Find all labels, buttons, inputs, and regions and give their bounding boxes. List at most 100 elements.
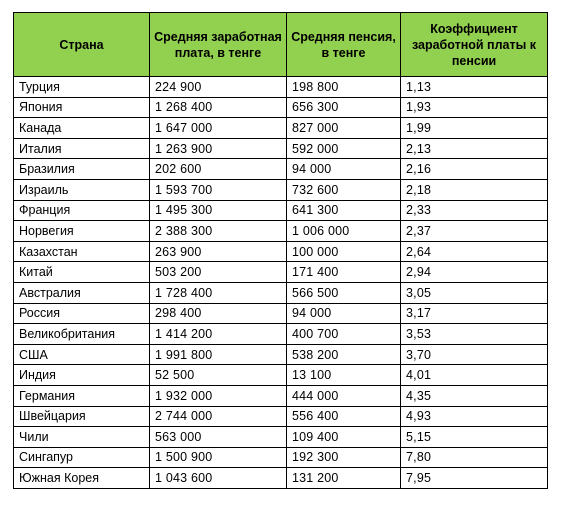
country-cell: Бразилия xyxy=(13,158,150,180)
ratio-cell: 3,53 xyxy=(400,323,548,345)
country-cell: Великобритания xyxy=(13,323,150,345)
table-row: Германия 1 932 000 444 000 4,35 xyxy=(13,384,548,407)
salary-cell: 503 200 xyxy=(149,261,287,283)
table-row: Италия 1 263 900 592 000 2,13 xyxy=(13,137,548,160)
salary-cell: 1 932 000 xyxy=(149,384,287,407)
ratio-cell: 1,99 xyxy=(400,117,548,139)
country-cell: Австралия xyxy=(13,281,150,304)
salary-cell: 1 043 600 xyxy=(149,467,287,489)
pension-cell: 171 400 xyxy=(286,261,401,283)
pension-cell: 198 800 xyxy=(286,76,401,98)
table-row: Китай 503 200 171 400 2,94 xyxy=(13,261,548,283)
table-row: США 1 991 800 538 200 3,70 xyxy=(13,343,548,366)
salary-cell: 298 400 xyxy=(149,302,287,325)
table-body: Турция 224 900 198 800 1,13 Япония 1 268 400 6… xyxy=(13,76,548,489)
salary-cell: 263 900 xyxy=(149,240,287,263)
table-row: Япония 1 268 400 656 300 1,93 xyxy=(13,96,548,119)
pension-cell: 400 700 xyxy=(286,323,401,345)
country-cell: Казахстан xyxy=(13,240,150,263)
header-ratio: Коэффициент заработной платы к пенсии xyxy=(400,12,548,77)
ratio-cell: 3,70 xyxy=(400,343,548,366)
salary-cell: 1 728 400 xyxy=(149,281,287,304)
pension-cell: 94 000 xyxy=(286,302,401,325)
header-avg-pension: Средняя пенсия, в тенге xyxy=(286,12,401,77)
salary-cell: 1 647 000 xyxy=(149,117,287,139)
pension-cell: 94 000 xyxy=(286,158,401,180)
pension-cell: 444 000 xyxy=(286,384,401,407)
ratio-cell: 4,35 xyxy=(400,384,548,407)
table-row: Турция 224 900 198 800 1,13 xyxy=(13,76,548,98)
ratio-cell: 2,64 xyxy=(400,240,548,263)
pension-cell: 109 400 xyxy=(286,426,401,448)
pension-cell: 1 006 000 xyxy=(286,220,401,242)
table-row: Израиль 1 593 700 732 600 2,18 xyxy=(13,178,548,201)
table-row: Швейцария 2 744 000 556 400 4,93 xyxy=(13,405,548,428)
table-row: Бразилия 202 600 94 000 2,16 xyxy=(13,158,548,180)
ratio-cell: 2,33 xyxy=(400,199,548,222)
country-cell: Франция xyxy=(13,199,150,222)
pension-cell: 192 300 xyxy=(286,446,401,469)
country-cell: Канада xyxy=(13,117,150,139)
salary-pension-table: Страна Средняя заработная плата, в тенге… xyxy=(13,12,548,489)
salary-cell: 1 593 700 xyxy=(149,178,287,201)
ratio-cell: 2,94 xyxy=(400,261,548,283)
ratio-cell: 2,16 xyxy=(400,158,548,180)
salary-cell: 52 500 xyxy=(149,364,287,386)
salary-cell: 224 900 xyxy=(149,76,287,98)
pension-cell: 732 600 xyxy=(286,178,401,201)
country-cell: Германия xyxy=(13,384,150,407)
header-country: Страна xyxy=(13,12,150,77)
ratio-cell: 7,80 xyxy=(400,446,548,469)
salary-cell: 2 744 000 xyxy=(149,405,287,428)
country-cell: Израиль xyxy=(13,178,150,201)
ratio-cell: 1,13 xyxy=(400,76,548,98)
pension-cell: 131 200 xyxy=(286,467,401,489)
ratio-cell: 7,95 xyxy=(400,467,548,489)
pension-cell: 566 500 xyxy=(286,281,401,304)
salary-cell: 1 263 900 xyxy=(149,137,287,160)
ratio-cell: 1,93 xyxy=(400,96,548,119)
salary-cell: 1 495 300 xyxy=(149,199,287,222)
salary-cell: 202 600 xyxy=(149,158,287,180)
ratio-cell: 3,05 xyxy=(400,281,548,304)
salary-cell: 1 991 800 xyxy=(149,343,287,366)
country-cell: Индия xyxy=(13,364,150,386)
country-cell: Италия xyxy=(13,137,150,160)
salary-cell: 563 000 xyxy=(149,426,287,448)
pension-cell: 641 300 xyxy=(286,199,401,222)
salary-cell: 2 388 300 xyxy=(149,220,287,242)
pension-cell: 100 000 xyxy=(286,240,401,263)
country-cell: США xyxy=(13,343,150,366)
table-row: Норвегия 2 388 300 1 006 000 2,37 xyxy=(13,220,548,242)
pension-cell: 13 100 xyxy=(286,364,401,386)
country-cell: Китай xyxy=(13,261,150,283)
country-cell: Россия xyxy=(13,302,150,325)
header-avg-salary: Средняя заработная плата, в тенге xyxy=(149,12,287,77)
country-cell: Южная Корея xyxy=(13,467,150,489)
table-row: Россия 298 400 94 000 3,17 xyxy=(13,302,548,325)
pension-cell: 827 000 xyxy=(286,117,401,139)
pension-cell: 592 000 xyxy=(286,137,401,160)
country-cell: Сингапур xyxy=(13,446,150,469)
pension-cell: 556 400 xyxy=(286,405,401,428)
country-cell: Япония xyxy=(13,96,150,119)
country-cell: Чили xyxy=(13,426,150,448)
table-row: Великобритания 1 414 200 400 700 3,53 xyxy=(13,323,548,345)
country-cell: Турция xyxy=(13,76,150,98)
ratio-cell: 3,17 xyxy=(400,302,548,325)
table-row: Австралия 1 728 400 566 500 3,05 xyxy=(13,281,548,304)
header-row: Страна Средняя заработная плата, в тенге… xyxy=(13,12,548,77)
salary-cell: 1 414 200 xyxy=(149,323,287,345)
ratio-cell: 2,18 xyxy=(400,178,548,201)
ratio-cell: 5,15 xyxy=(400,426,548,448)
ratio-cell: 2,37 xyxy=(400,220,548,242)
table-row: Казахстан 263 900 100 000 2,64 xyxy=(13,240,548,263)
ratio-cell: 2,13 xyxy=(400,137,548,160)
ratio-cell: 4,93 xyxy=(400,405,548,428)
pension-cell: 656 300 xyxy=(286,96,401,119)
table-row: Южная Корея 1 043 600 131 200 7,95 xyxy=(13,467,548,489)
table-row: Индия 52 500 13 100 4,01 xyxy=(13,364,548,386)
table-row: Сингапур 1 500 900 192 300 7,80 xyxy=(13,446,548,469)
salary-cell: 1 500 900 xyxy=(149,446,287,469)
country-cell: Швейцария xyxy=(13,405,150,428)
